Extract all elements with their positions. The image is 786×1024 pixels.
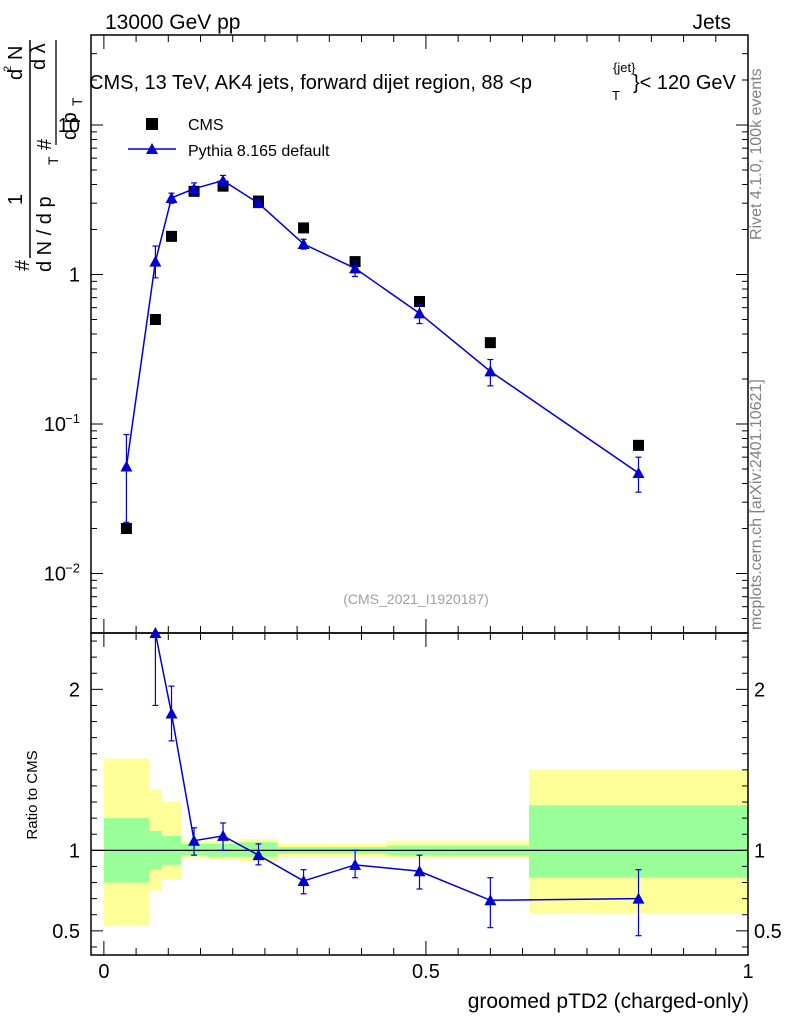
pythia-data-point [120, 460, 133, 472]
main-ytick-label: 10 [58, 115, 80, 137]
cms-data-point [633, 439, 644, 451]
ratio-bands [103, 758, 748, 927]
main-ylabel-d: d [5, 69, 27, 80]
main-ylabel-num-dp: d p [59, 112, 81, 140]
pythia-data-point [349, 262, 362, 274]
ratio-data-point [349, 858, 362, 870]
cms-data-point [120, 523, 132, 535]
cms-data-point [484, 337, 496, 349]
rivet-label: Rivet 4.1.0, 100k events [748, 68, 765, 240]
ratio-ytick-label-right: 2 [754, 679, 765, 701]
ratio-xtick-label: 1 [742, 961, 753, 983]
ratio-line [154, 632, 639, 902]
title-main: CMS, 13 TeV, AK4 jets, forward dijet reg… [89, 72, 532, 94]
cms-data-point [298, 222, 310, 234]
header-left: 13000 GeV pp [105, 11, 240, 34]
ratio-ytick-label-right: 0.5 [754, 921, 782, 943]
ratio-data-point [149, 627, 162, 638]
pythia-data-point [217, 174, 230, 186]
ratio-ytick-label-left: 0.5 [52, 921, 80, 943]
ratio-ylabel: Ratio to CMS [24, 750, 41, 839]
ratio-frame [90, 632, 749, 956]
main-ylabel-hash: # [12, 259, 34, 271]
main-ylabel-one: 1 [5, 194, 27, 205]
ratio-data-point [252, 849, 265, 861]
main-ytick-label: 10 [44, 414, 66, 436]
legend-cms-label: CMS [188, 117, 224, 134]
main-ylabel-den-a: d N / d p [34, 196, 56, 272]
x-axis-label: groomed pTD2 (charged-only) [468, 990, 749, 1013]
ratio-xtick-label: 0.5 [412, 961, 440, 983]
main-ylabel-exp: 2 [2, 66, 14, 72]
ratio-xtick-label: 0 [98, 961, 109, 983]
pythia-data-point [165, 191, 178, 203]
main-ylabel-den-a-sub: T [45, 156, 61, 165]
legend-pythia-label: Pythia 8.165 default [188, 143, 330, 160]
pythia-data-point [252, 197, 265, 209]
cms-data-point [414, 295, 425, 307]
ratio-ytick-label-left: 2 [69, 679, 80, 701]
main-ylabel: # 1 d N / d p T # d p T d λ d N 2 [2, 40, 85, 272]
ratio-data-point [188, 834, 201, 846]
pythia-data-point [632, 467, 645, 479]
ratio-panel: 0 0.5 10.5 0.51 12 2 [52, 627, 782, 983]
ratio-data-point [484, 894, 497, 906]
main-ytick-exp: −1 [65, 411, 80, 426]
legend: CMS Pythia 8.165 default [128, 117, 330, 160]
title-sup: {jet} [613, 60, 636, 75]
main-ylabel-num-dp-sub: T [69, 97, 85, 106]
main-ytick-label: 10 [44, 564, 66, 586]
title-sub: T [612, 88, 620, 103]
main-ylabel-num-dl: d λ [28, 43, 50, 70]
ratio-data-point [413, 865, 426, 877]
pythia-data-point [484, 365, 497, 377]
header-right: Jets [692, 11, 731, 34]
pythia-data-point [188, 182, 201, 194]
ratio-data-point [632, 892, 645, 904]
title-tail: }< 120 GeV [633, 72, 737, 94]
cms-data-point [149, 314, 161, 326]
pythia-data-point [297, 237, 310, 249]
analysis-id: (CMS_2021_I1920187) [343, 591, 489, 607]
pythia-data-point [149, 255, 162, 267]
legend-pythia-marker [146, 143, 158, 154]
pythia-data-point [413, 307, 426, 319]
plot-title: CMS, 13 TeV, AK4 jets, forward dijet reg… [89, 60, 737, 103]
ratio-data-point [217, 829, 230, 841]
ratio-data-point [297, 874, 310, 886]
ratio-band-inner-10 [529, 805, 748, 878]
cms-data-point [166, 230, 178, 242]
ratio-data-point [165, 707, 178, 719]
ratio-ytick-label-right: 1 [754, 840, 765, 862]
pythia-line [125, 179, 639, 474]
legend-cms-marker [146, 118, 158, 130]
main-ylabel-hash2: # [34, 138, 56, 150]
main-ylabel-N: N [5, 46, 27, 60]
ratio-ytick-label-left: 1 [69, 840, 80, 862]
mcplots-label: mcplots.cern.ch [arXiv:2401.10621] [748, 379, 765, 630]
main-ytick-exp: −2 [65, 561, 80, 576]
main-ytick-label: 1 [69, 265, 80, 287]
